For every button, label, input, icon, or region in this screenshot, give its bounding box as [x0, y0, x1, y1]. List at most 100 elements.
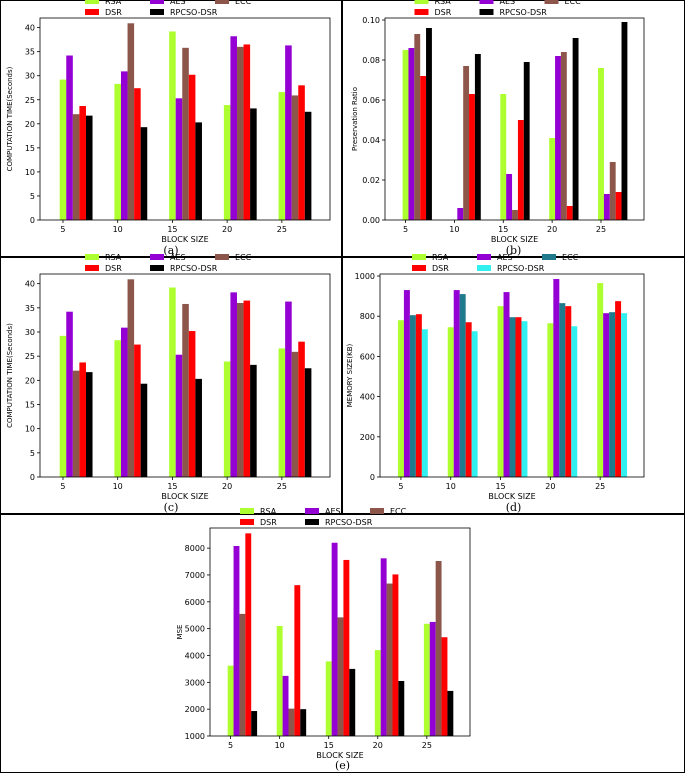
- legend-label-ecc: ECC: [235, 253, 252, 262]
- y-axis-label: MEMORY SIZE(KB): [346, 343, 354, 407]
- bar-rsa-20: [223, 361, 231, 477]
- x-tick-label: 10: [446, 482, 456, 491]
- bar-aes-25: [285, 45, 292, 220]
- bar-rpcso-dsr-5: [421, 329, 428, 477]
- x-tick-label: 5: [228, 741, 233, 750]
- y-tick-label: 4000: [185, 651, 205, 660]
- bar-rpcso-dsr-5: [85, 115, 93, 220]
- bar-rpcso-dsr-10: [300, 709, 307, 736]
- bar-rsa-20: [374, 650, 381, 736]
- plot-frame: [209, 527, 471, 737]
- y-tick-label: 30: [25, 72, 35, 81]
- legend-swatch-dsr: [85, 9, 99, 15]
- bar-aes-5: [408, 48, 415, 220]
- bar-dsr-20: [566, 206, 573, 220]
- bar-ecc-20: [559, 303, 566, 477]
- bar-ecc-20: [560, 52, 567, 220]
- y-tick-label: 0: [370, 473, 375, 482]
- x-tick-label: 25: [422, 741, 432, 750]
- y-tick-label: 40: [25, 280, 35, 289]
- bar-rsa-25: [598, 68, 604, 220]
- bar-ecc-20: [386, 583, 393, 736]
- legend-label-rpcso-dsr: RPCSO-DSR: [497, 264, 545, 273]
- legend-swatch-dsr: [412, 265, 426, 271]
- y-tick-label: 600: [360, 352, 375, 361]
- bar-ecc-5: [409, 315, 416, 477]
- bar-ecc-25: [435, 561, 442, 736]
- bar-rsa-15: [497, 306, 504, 477]
- bar-rsa-25: [278, 348, 286, 477]
- bar-rpcso-dsr-20: [250, 364, 257, 477]
- x-tick-label: 20: [545, 482, 555, 491]
- x-tick-label: 15: [495, 482, 505, 491]
- bar-dsr-5: [79, 362, 86, 477]
- legend-swatch-ecc: [215, 0, 229, 4]
- bar-rpcso-dsr-10: [140, 383, 148, 477]
- bar-aes-15: [175, 98, 183, 220]
- bar-rsa-5: [227, 665, 234, 736]
- legend-swatch-aes: [479, 0, 494, 4]
- bar-aes-20: [555, 56, 561, 220]
- y-tick-label: 2000: [185, 705, 205, 714]
- y-tick-label: 200: [360, 433, 375, 442]
- bar-rpcso-dsr-20: [572, 38, 579, 220]
- bar-rsa-5: [59, 335, 67, 477]
- bar-dsr-20: [392, 574, 399, 736]
- bar-rpcso-dsr-20: [250, 108, 257, 220]
- legend-label-rpcso-dsr: RPCSO-DSR: [325, 518, 373, 527]
- plot-frame: [384, 17, 645, 221]
- legend-swatch-rsa: [85, 254, 99, 260]
- plot-frame: [39, 273, 331, 478]
- panel-caption: (a): [163, 244, 178, 257]
- panel-caption: (d): [506, 501, 522, 514]
- legend-swatch-rpcso-dsr: [479, 9, 494, 15]
- y-axis-label: MSE: [176, 625, 184, 640]
- bar-dsr-10: [469, 94, 475, 220]
- bar-dsr-5: [79, 106, 86, 220]
- x-tick-label: 10: [275, 741, 285, 750]
- x-tick-label: 25: [277, 225, 287, 234]
- legend-swatch-aes: [477, 254, 491, 260]
- y-tick-label: 1000: [355, 272, 375, 281]
- legend-swatch-rsa: [414, 0, 429, 4]
- bar-rsa-10: [114, 340, 121, 477]
- x-tick-label: 5: [403, 225, 408, 234]
- bar-dsr-25: [298, 85, 305, 220]
- bar-dsr-20: [565, 306, 572, 477]
- legend-label-ecc: ECC: [565, 0, 582, 6]
- y-tick-label: 5: [30, 449, 35, 458]
- bar-aes-20: [230, 292, 237, 477]
- bar-dsr-20: [243, 300, 251, 477]
- x-tick-label: 15: [498, 225, 508, 234]
- y-tick-label: 25: [25, 352, 35, 361]
- bar-ecc-20: [236, 303, 244, 477]
- bar-rsa-5: [59, 79, 67, 220]
- y-axis-label: COMPUTATION TIME(Seconds): [6, 66, 14, 171]
- plot-frame: [379, 273, 645, 478]
- bar-rsa-15: [169, 287, 176, 477]
- chart-panel-e: 1000 2000 3000 4000 5000 6000 7000 8000 5 10 15 20 2…: [176, 507, 471, 772]
- y-tick-label: 25: [25, 96, 35, 105]
- x-tick-label: 20: [373, 741, 383, 750]
- bar-aes-15: [175, 354, 183, 477]
- bar-ecc-15: [182, 303, 189, 477]
- bar-rsa-25: [278, 92, 286, 220]
- bar-dsr-5: [415, 314, 422, 477]
- x-tick-label: 5: [60, 225, 65, 234]
- x-tick-label: 20: [222, 482, 232, 491]
- bar-ecc-10: [463, 66, 470, 220]
- y-tick-label: 1000: [185, 732, 205, 741]
- legend-swatch-rsa: [85, 0, 99, 4]
- x-tick-label: 25: [277, 482, 287, 491]
- bar-dsr-25: [298, 341, 305, 477]
- y-tick-label: 0.02: [362, 176, 380, 185]
- legend-label-aes: AES: [170, 253, 186, 262]
- bar-rpcso-dsr-15: [521, 321, 528, 477]
- bar-aes-15: [506, 174, 513, 220]
- bar-aes-5: [66, 311, 73, 477]
- bar-ecc-5: [239, 613, 246, 736]
- legend-label-dsr: DSR: [435, 8, 452, 17]
- y-tick-label: 8000: [185, 544, 205, 553]
- panel-caption: (c): [164, 501, 179, 514]
- x-tick-label: 10: [113, 482, 123, 491]
